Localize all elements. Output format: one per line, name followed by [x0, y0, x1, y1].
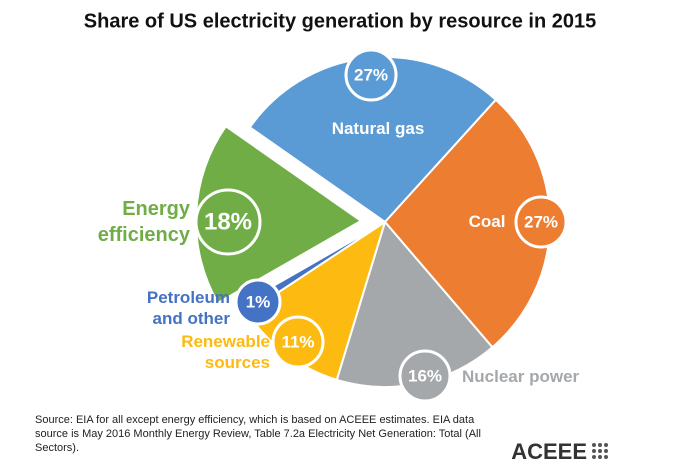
value-label: 27%	[354, 65, 388, 84]
slice-name: Coal	[468, 212, 506, 231]
value-badge	[271, 315, 325, 369]
slice-name: Renewable sources	[181, 332, 270, 372]
slice-name: Nuclear power	[462, 367, 580, 386]
value-badge	[398, 349, 452, 403]
slice-name: Petroleum and other	[146, 288, 230, 328]
value-label: 11%	[281, 332, 314, 351]
value-label: 27%	[524, 212, 558, 231]
logo: ACEEE	[511, 439, 587, 464]
value-badge	[344, 48, 398, 102]
value-label: 1%	[246, 292, 271, 311]
value-badge	[514, 195, 568, 249]
slice-name: Natural gas	[331, 119, 425, 138]
value-label: 16%	[408, 366, 442, 385]
slice-name: Energy efficiency	[97, 198, 190, 246]
chart-title: Share of US electricity generation by re…	[84, 10, 596, 32]
logo-dots	[592, 443, 608, 459]
value-badge	[194, 188, 262, 256]
value-label: 18%	[204, 208, 252, 235]
value-badge	[234, 278, 282, 326]
source-note: Source: EIA for all except energy effici…	[35, 414, 481, 454]
